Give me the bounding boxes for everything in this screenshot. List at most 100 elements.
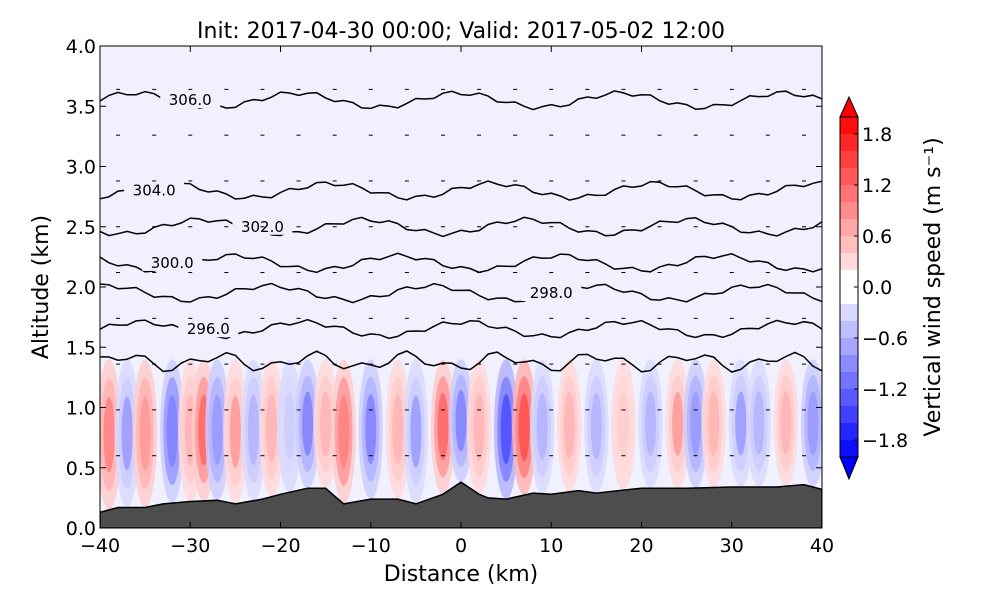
isentrope-line — [100, 216, 822, 238]
x-tick-label: 20 — [629, 535, 653, 557]
motion-cell — [455, 390, 467, 452]
colorbar-tick-label: −0.6 — [862, 328, 908, 350]
motion-cell — [365, 394, 377, 465]
wind-vector-layer — [116, 88, 806, 457]
motion-cell — [437, 393, 449, 461]
motion-cell — [211, 394, 223, 466]
isentrope-label: 300.0 — [151, 254, 194, 272]
y-tick-label: 3.0 — [66, 157, 96, 179]
y-tick-label: 4.0 — [66, 36, 96, 58]
isentrope-label: 306.0 — [169, 91, 212, 109]
motion-cell — [139, 396, 151, 471]
terrain-layer — [100, 481, 822, 528]
y-tick-label: 0.0 — [66, 518, 96, 540]
isentrope-label-bg — [142, 252, 203, 271]
motion-cell — [410, 395, 422, 468]
y-tick-label: 0.5 — [66, 458, 96, 480]
x-tick-label: 30 — [720, 535, 744, 557]
motion-cell — [735, 391, 747, 456]
isentrope-label-bg — [232, 216, 293, 235]
x-tick-label: 0 — [455, 535, 467, 557]
colorbar-segment — [840, 219, 858, 237]
colorbar-segment — [840, 270, 858, 288]
motion-cell — [645, 391, 657, 457]
motion-cell — [320, 391, 332, 457]
isentrope-label-bg — [124, 180, 185, 199]
colorbar-max-arrow — [839, 95, 859, 118]
colorbar-tick-label: −1.2 — [862, 379, 908, 401]
terrain-fill — [100, 481, 822, 528]
y-axis: 0.0 0.5 1.0 1.5 2.0 2.5 3.0 3.5 4.0 — [66, 36, 822, 540]
isentrope-label-bg — [178, 319, 239, 338]
motion-cell — [284, 392, 296, 460]
motion-cell — [536, 392, 548, 461]
colorbar-segment — [840, 117, 858, 135]
y-tick-label: 2.0 — [66, 277, 96, 299]
colorbar-segment — [840, 236, 858, 254]
colorbar-segment — [840, 168, 858, 186]
boundary-layer-contour — [100, 350, 822, 373]
y-tick-label: 3.5 — [66, 96, 96, 118]
motion-cell — [302, 391, 314, 457]
isentrope-label: 296.0 — [187, 320, 230, 338]
motion-cell — [265, 393, 277, 463]
isentrope-label: 298.0 — [530, 284, 573, 302]
x-tick-label: −10 — [351, 535, 391, 557]
isentrope-line — [100, 282, 822, 304]
motion-cell — [473, 393, 485, 461]
motion-cell — [807, 391, 819, 456]
colorbar-segment — [840, 355, 858, 373]
colorbar-segment — [840, 372, 858, 390]
isentrope-label-bg — [521, 283, 582, 302]
motion-cell — [392, 394, 404, 465]
chart-title: Init: 2017-04-30 00:00; Valid: 2017-05-0… — [197, 19, 725, 44]
x-tick-label: −40 — [80, 535, 120, 557]
motion-cell — [247, 394, 259, 466]
motion-cell — [518, 393, 530, 462]
colorbar-segment — [840, 423, 858, 441]
colorbar-segment — [840, 406, 858, 424]
motion-cell — [617, 392, 629, 458]
colorbar-tick-label: 0.0 — [862, 277, 892, 299]
isentrope-line — [100, 252, 822, 274]
x-axis-label: Distance (km) — [384, 562, 539, 587]
isentrope-label: 304.0 — [133, 182, 176, 200]
x-tick-label: 10 — [539, 535, 563, 557]
motion-cell — [500, 394, 512, 465]
vertical-motion-layer — [100, 359, 822, 510]
colorbar-tick-label: −1.8 — [862, 430, 908, 452]
x-tick-label: 40 — [810, 535, 834, 557]
y-axis-label: Altitude (km) — [29, 215, 54, 359]
colorbar-segment — [840, 253, 858, 271]
colorbar-segment — [840, 389, 858, 407]
colorbar-tick-label: 1.8 — [862, 124, 892, 146]
motion-cell — [338, 395, 350, 468]
y-tick-label: 1.0 — [66, 398, 96, 420]
isentrope-line — [100, 90, 822, 111]
motion-cell — [780, 391, 792, 455]
y-tick-label: 1.5 — [66, 337, 96, 359]
motion-cell — [753, 391, 765, 456]
colorbar-segment — [840, 202, 858, 220]
motion-cell — [563, 392, 575, 459]
colorbar-segment — [840, 440, 858, 458]
motion-cell — [166, 395, 178, 468]
colorbar-segment — [840, 151, 858, 169]
motion-cell — [690, 391, 702, 456]
colorbar-segment — [840, 287, 858, 305]
colorbar-segment — [840, 304, 858, 322]
colorbar: 1.8 1.2 0.6 0.0 −0.6 −1.2 −1.8 — [839, 95, 908, 481]
isentrope-label-bg — [160, 90, 221, 109]
colorbar-segment — [840, 134, 858, 152]
isentrope-line — [100, 180, 822, 201]
colorbar-label: Vertical wind speed (m s⁻¹) — [921, 137, 946, 436]
x-tick-label: −30 — [170, 535, 210, 557]
x-tick-label: −20 — [260, 535, 300, 557]
motion-cell — [121, 396, 133, 471]
colorbar-min-arrow — [839, 456, 859, 481]
motion-cell — [103, 396, 115, 473]
motion-cell — [672, 391, 684, 457]
motion-cell — [708, 391, 720, 456]
